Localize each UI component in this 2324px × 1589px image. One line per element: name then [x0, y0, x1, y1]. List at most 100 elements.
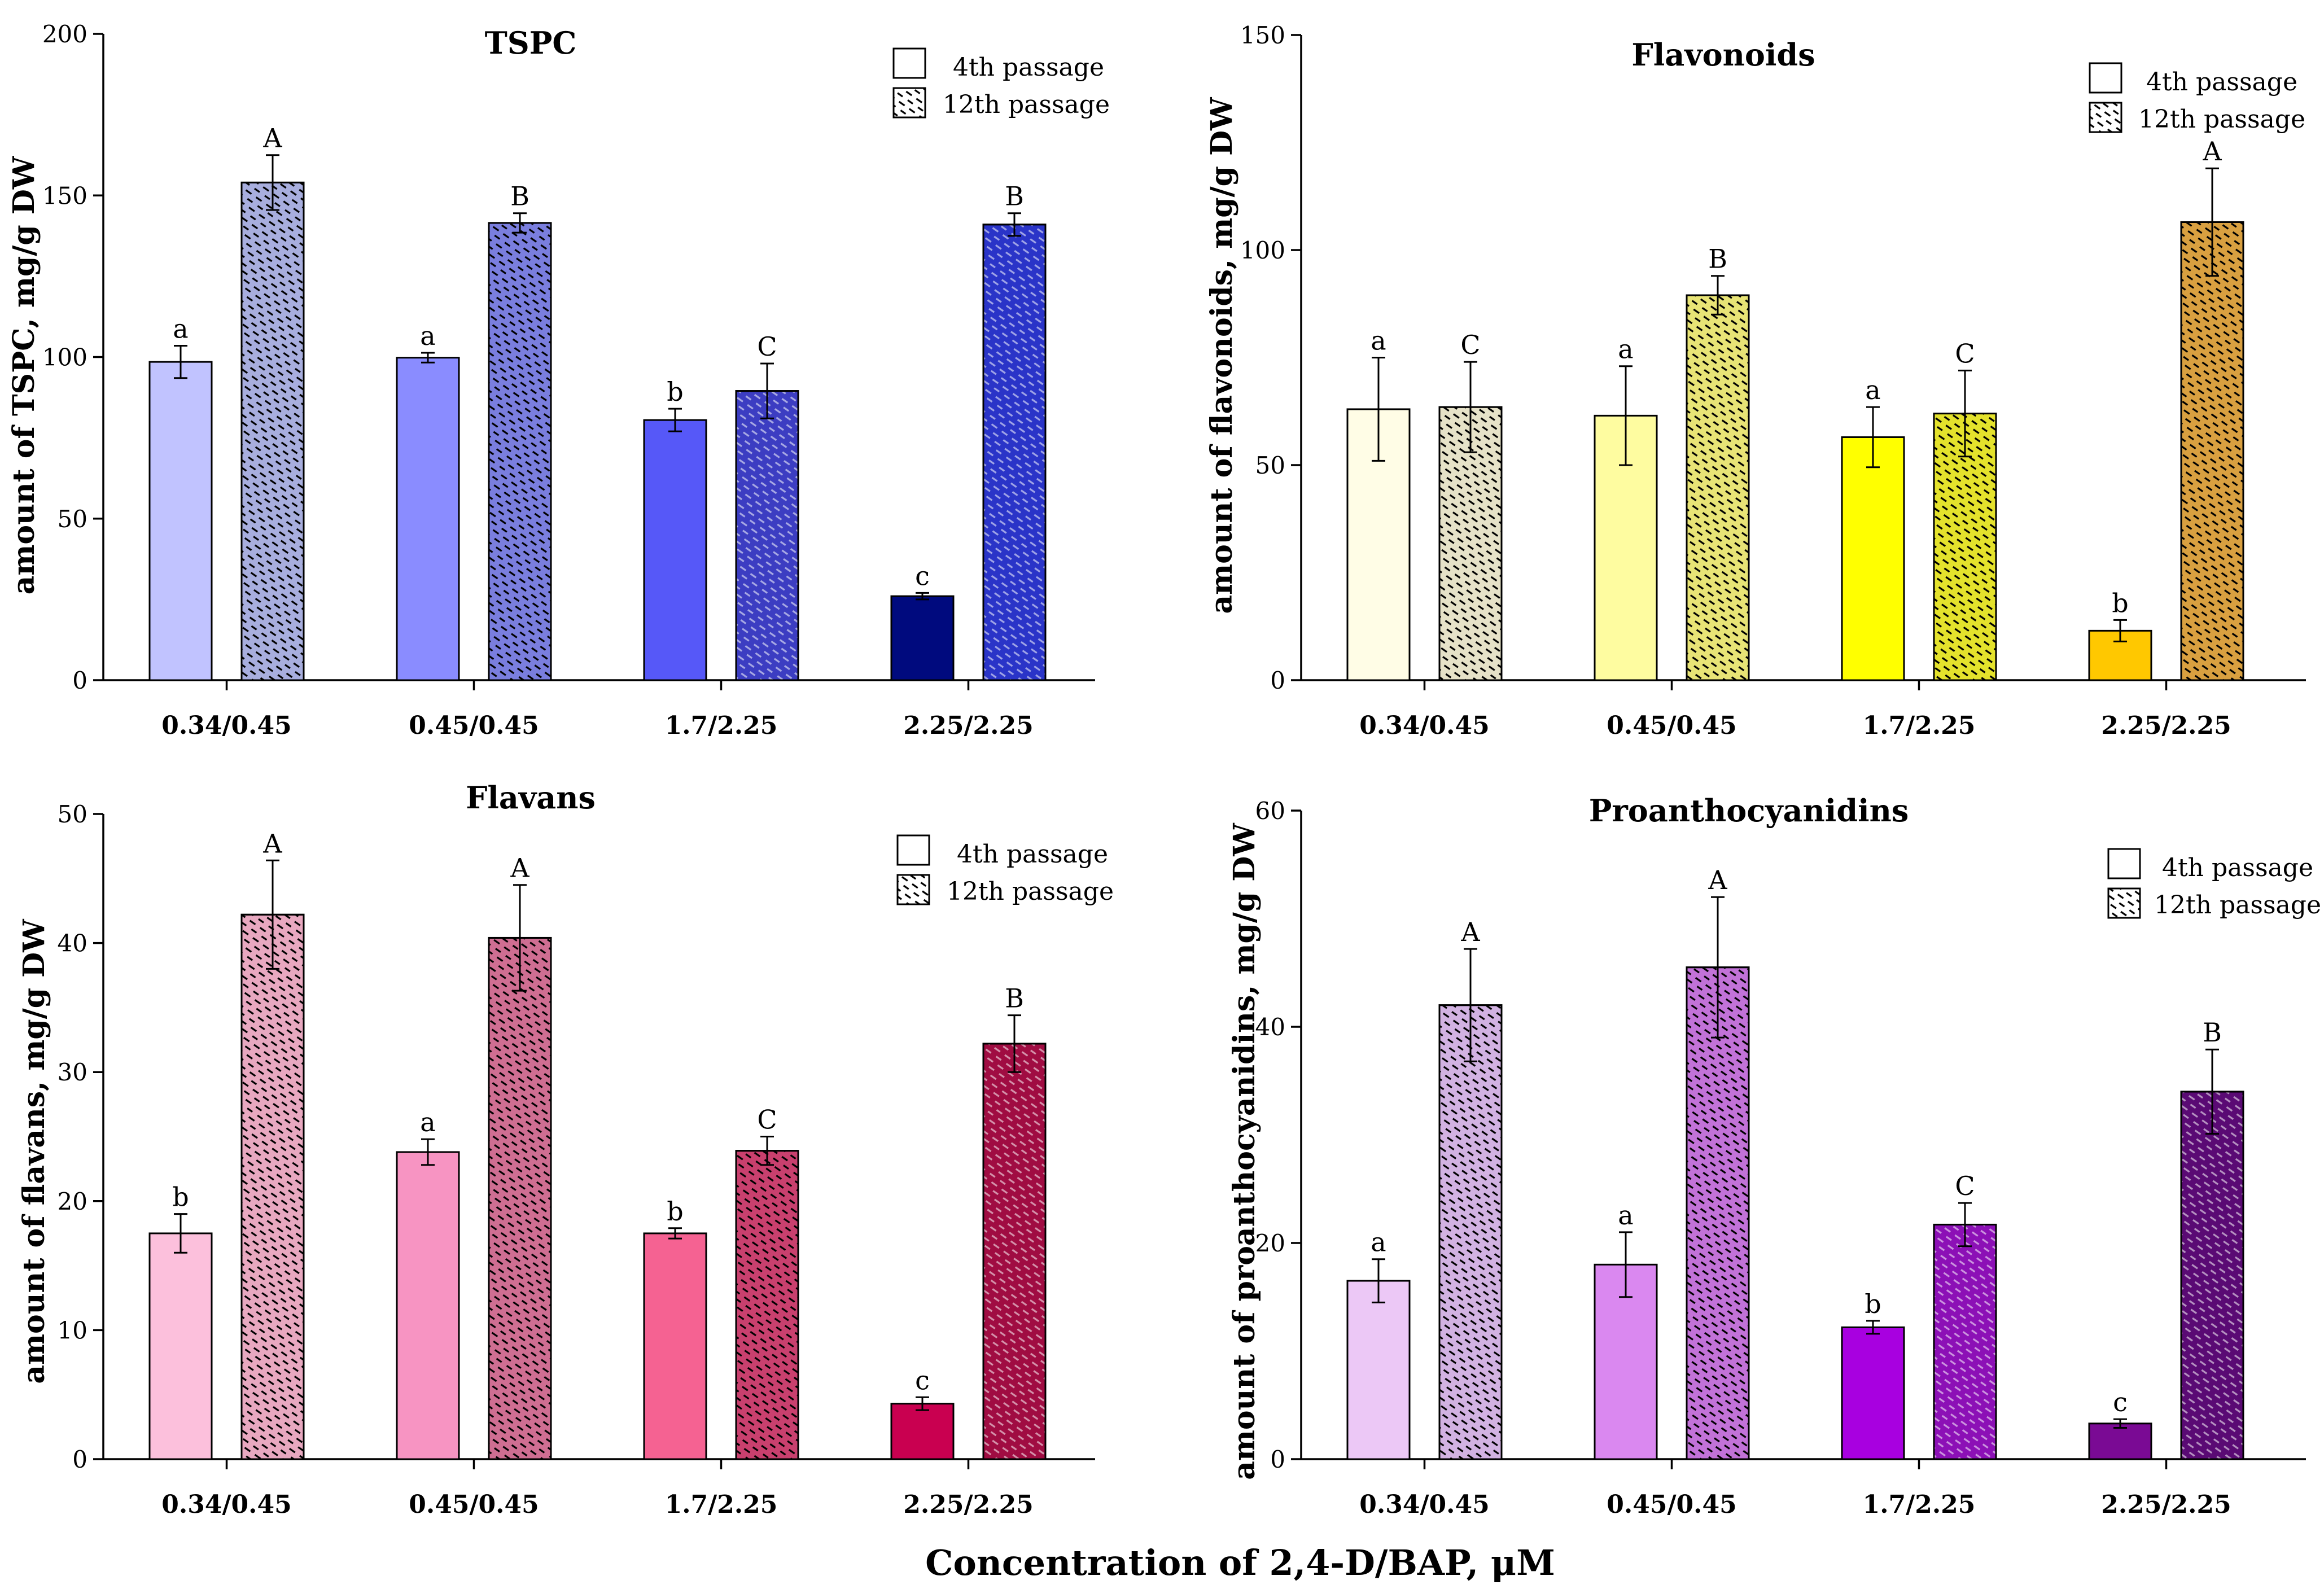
x-tick-label: 0.45/0.45 — [1607, 711, 1736, 740]
significance-letter: C — [1955, 338, 1975, 369]
significance-letter: b — [1865, 1289, 1881, 1319]
bar-hatch-overlay — [1933, 413, 1997, 681]
significance-letter: A — [262, 828, 282, 859]
bar-hatch-overlay — [1933, 1223, 1997, 1460]
significance-letter: A — [510, 853, 529, 883]
x-tick-label: 2.25/2.25 — [2101, 1490, 2231, 1519]
flavonoids-panel: Flavonoids amount of flavonoids, mg/g DW… — [1205, 21, 2306, 740]
bar-4th-passage — [643, 419, 707, 681]
y-axis-label: amount of flavans, mg/g DW — [17, 918, 51, 1384]
significance-letter: B — [1005, 181, 1024, 212]
significance-letter: B — [1708, 244, 1727, 274]
significance-letter: A — [262, 123, 282, 154]
bar-4th-passage — [890, 1403, 955, 1460]
significance-letter: A — [1708, 865, 1727, 895]
bar-hatch-overlay — [2180, 1091, 2244, 1460]
x-tick-label: 0.34/0.45 — [161, 711, 291, 740]
bar-hatch-overlay — [488, 936, 552, 1460]
y-tick-label: 0 — [1270, 667, 1285, 694]
bar-hatch-overlay — [1686, 294, 1750, 681]
significance-letter: c — [2113, 1387, 2128, 1417]
significance-letter: b — [667, 377, 683, 407]
y-tick-label: 150 — [42, 182, 87, 209]
bar-4th-passage — [396, 1151, 460, 1460]
bar-hatch-overlay — [240, 913, 305, 1460]
significance-letter: a — [1865, 375, 1880, 405]
x-tick-label: 1.7/2.25 — [665, 1490, 778, 1519]
bar-4th-passage — [890, 595, 955, 681]
x-tick-label: 1.7/2.25 — [1863, 711, 1976, 740]
bar-4th-passage — [148, 361, 213, 681]
legend-label-4th: 4th passage — [2162, 853, 2313, 882]
significance-letter: C — [1955, 1171, 1975, 1201]
legend-label-4th: 4th passage — [957, 840, 1108, 869]
bar-hatch-overlay — [982, 224, 1047, 681]
x-tick-label: 0.45/0.45 — [409, 711, 539, 740]
y-tick-label: 50 — [1255, 452, 1285, 479]
y-tick-label: 50 — [58, 800, 87, 828]
bar-hatch-overlay — [1438, 1004, 1503, 1460]
bar-hatch-overlay — [240, 181, 305, 681]
significance-letter: a — [173, 313, 188, 344]
significance-letter: b — [172, 1182, 189, 1212]
y-tick-label: 60 — [1255, 797, 1285, 825]
x-tick-label: 0.45/0.45 — [1607, 1490, 1736, 1519]
legend-swatch-4th — [2089, 62, 2122, 94]
bar-hatch-overlay — [2180, 221, 2244, 681]
significance-letter: c — [915, 1365, 930, 1395]
bar-4th-passage — [643, 1232, 707, 1460]
legend-swatch-4th — [896, 834, 930, 866]
significance-letter: b — [667, 1196, 683, 1227]
legend-label-12th: 12th passage — [2138, 105, 2305, 134]
legend-swatch-12th — [892, 87, 926, 119]
legend-label-12th: 12th passage — [943, 90, 1110, 119]
legend-swatch-12th — [2089, 102, 2122, 133]
significance-letter: C — [757, 1105, 777, 1135]
y-tick-label: 40 — [58, 930, 87, 957]
legend-label-12th: 12th passage — [947, 877, 1114, 906]
legend-label-4th: 4th passage — [953, 53, 1104, 82]
panel-title: Proanthocyanidins — [1589, 793, 1909, 829]
bar-hatch-overlay — [488, 222, 552, 681]
significance-letter: B — [2203, 1017, 2222, 1048]
bar-hatch-overlay — [982, 1043, 1047, 1460]
significance-letter: a — [420, 321, 435, 351]
y-tick-label: 0 — [72, 1446, 87, 1473]
y-tick-label: 40 — [1255, 1013, 1285, 1041]
bar-hatch-overlay — [735, 390, 799, 681]
bar-4th-passage — [396, 357, 460, 681]
bar-4th-passage — [148, 1232, 213, 1460]
x-tick-label: 2.25/2.25 — [903, 1490, 1033, 1519]
x-tick-label: 1.7/2.25 — [665, 711, 778, 740]
y-tick-label: 100 — [1240, 237, 1285, 264]
significance-letter: a — [1371, 1227, 1386, 1258]
bar-4th-passage — [1841, 436, 1905, 681]
y-tick-label: 0 — [72, 667, 87, 694]
legend-swatch-12th — [896, 874, 930, 905]
significance-letter: C — [757, 331, 777, 362]
bar-4th-passage — [2088, 1422, 2152, 1460]
panel-title: TSPC — [485, 25, 577, 61]
significance-letter: b — [2112, 588, 2128, 618]
x-tick-label: 0.34/0.45 — [161, 1490, 291, 1519]
panel-title: Flavonoids — [1631, 37, 1815, 73]
x-tick-label: 0.34/0.45 — [1359, 1490, 1489, 1519]
x-tick-label: 1.7/2.25 — [1863, 1490, 1976, 1519]
tspc-panel: TSPC amount of TSPC, mg/g DW 4th passage… — [7, 20, 1110, 740]
significance-letter: A — [2202, 136, 2222, 167]
y-axis-label: amount of flavonoids, mg/g DW — [1205, 97, 1239, 614]
y-tick-label: 30 — [58, 1058, 87, 1086]
legend-swatch-12th — [2107, 887, 2141, 919]
significance-letter: a — [1618, 1200, 1633, 1231]
bar-4th-passage — [1346, 1280, 1411, 1460]
flavans-panel: Flavans amount of flavans, mg/g DW 4th p… — [17, 780, 1114, 1519]
y-tick-label: 200 — [42, 20, 87, 48]
significance-letter: B — [510, 181, 529, 212]
significance-letter: a — [1371, 326, 1386, 356]
y-tick-label: 100 — [42, 344, 87, 371]
significance-letter: a — [420, 1107, 435, 1137]
x-tick-label: 0.34/0.45 — [1359, 711, 1489, 740]
legend-label-4th: 4th passage — [2146, 68, 2297, 97]
significance-letter: c — [915, 561, 930, 591]
